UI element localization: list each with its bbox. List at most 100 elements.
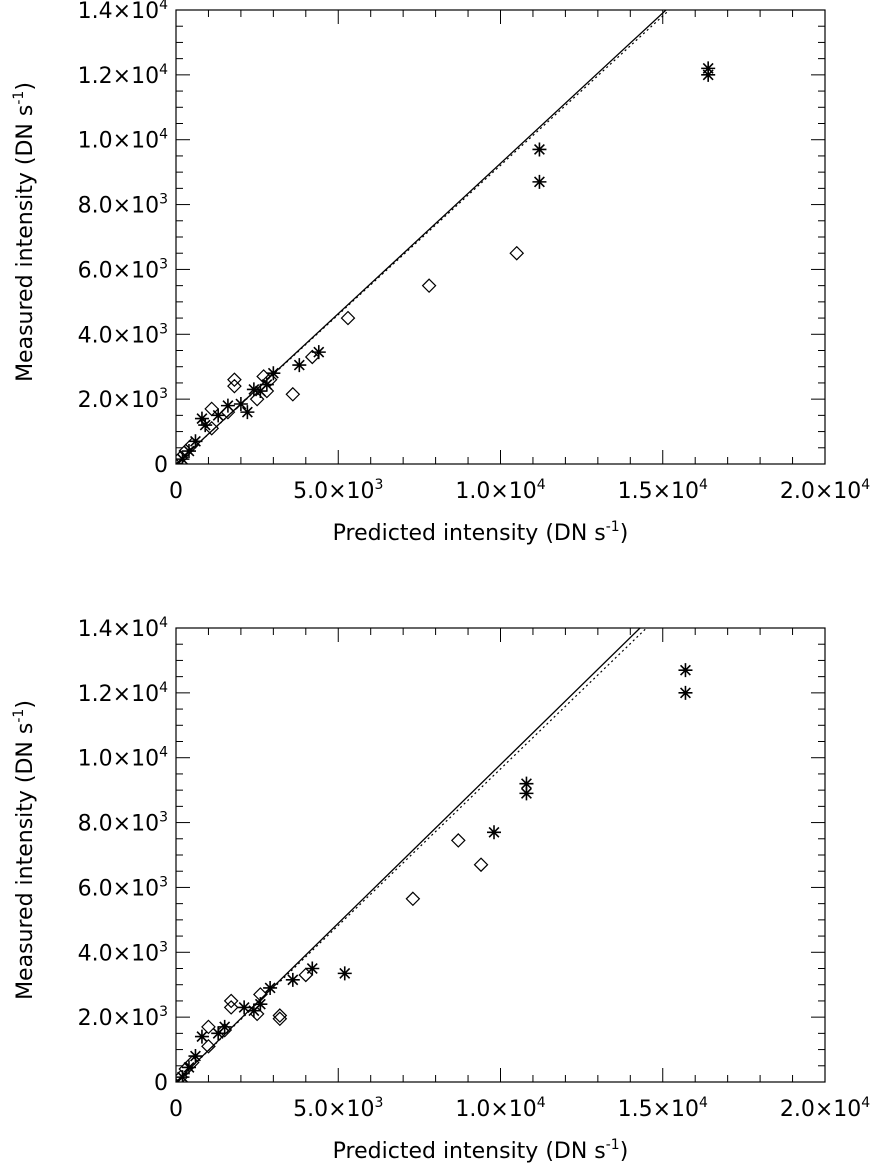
y-tick-label-sup: 3 — [159, 1004, 168, 1020]
y-tick-label-main: 1.0×10 — [78, 747, 159, 772]
asterisk-point — [519, 786, 534, 801]
reference-lines — [176, 628, 647, 1082]
y-tick-label-sup: 4 — [159, 745, 168, 761]
diamond-point — [227, 372, 242, 388]
y-tick-label-main: 0 — [154, 1071, 168, 1096]
x-tick-label-sup: 4 — [537, 1095, 546, 1111]
y-tick-label-sup: 3 — [159, 192, 168, 208]
y-tick-label: 8.0×103 — [78, 192, 168, 219]
diamond-point — [253, 987, 268, 1002]
diamond-point — [217, 1022, 233, 1038]
plot-frame — [175, 627, 826, 1083]
diamond-point — [227, 378, 242, 394]
x-tick-label-main: 0 — [169, 1097, 183, 1122]
data-points — [176, 61, 716, 464]
asterisk-point — [311, 345, 326, 360]
asterisk-point — [181, 444, 196, 459]
x-tick-label-main: 2.0×10 — [780, 479, 861, 504]
asterisk-point — [194, 411, 209, 426]
asterisk-point — [532, 142, 547, 157]
y-axis-label-suffix: ) — [13, 82, 38, 91]
y-tick-label-sup: 3 — [159, 874, 168, 890]
y-tick-label-main: 6.0×10 — [78, 258, 159, 283]
diamond-point — [405, 891, 421, 907]
diamond-point — [223, 1000, 239, 1015]
x-axis-label-sup: -1 — [606, 1137, 620, 1153]
x-tick-label-sup: 3 — [375, 477, 384, 493]
diamond-point — [223, 993, 239, 1009]
x-tick-label-main: 1.0×10 — [455, 1097, 536, 1122]
x-axis-label-main: Predicted intensity (DN s — [333, 1139, 606, 1164]
x-tick-label-sup: 4 — [699, 477, 708, 493]
diamond-point — [204, 401, 220, 417]
asterisk-point — [211, 1026, 226, 1041]
y-tick-label: 2.0×103 — [78, 386, 168, 413]
y-axis-label-suffix: ) — [13, 700, 38, 709]
x-tick-label: 1.5×104 — [618, 477, 708, 504]
asterisk-point — [217, 1019, 232, 1034]
diamond-point — [256, 369, 271, 384]
diamond-point — [262, 372, 278, 388]
y-axis-label: Measured intensity (DN s-1) — [11, 82, 38, 382]
diamond-point — [509, 245, 525, 261]
x-tick-label: 2.0×104 — [780, 477, 870, 504]
x-tick-label: 1.0×104 — [455, 477, 545, 504]
y-tick-label: 0 — [154, 453, 168, 478]
y-tick-label: 1.4×104 — [78, 615, 168, 642]
y-tick-label-sup: 3 — [159, 321, 168, 337]
y-tick-label-sup: 4 — [159, 680, 168, 696]
x-tick-label: 1.0×104 — [455, 1095, 545, 1122]
x-axis-label-suffix: ) — [620, 521, 629, 546]
asterisk-point — [701, 67, 716, 82]
x-tick-label-main: 0 — [169, 479, 183, 504]
diamond-point — [272, 1008, 288, 1023]
y-tick-label-sup: 3 — [159, 386, 168, 402]
y-tick-label-main: 1.2×10 — [78, 682, 159, 707]
diamond-point — [176, 450, 189, 464]
asterisk-point — [198, 418, 213, 433]
asterisk-point — [188, 1049, 203, 1064]
y-tick-label-main: 8.0×10 — [78, 812, 159, 837]
y-tick-label-main: 6.0×10 — [78, 876, 159, 901]
asterisk-point — [305, 961, 320, 976]
asterisk-point — [194, 1029, 209, 1044]
diamond-point — [421, 278, 437, 293]
y-tick-label-sup: 3 — [159, 256, 168, 272]
asterisk-point — [292, 358, 307, 373]
asterisk-point — [532, 174, 547, 189]
x-tick-label-main: 2.0×10 — [780, 1097, 861, 1122]
diamond-point — [285, 386, 301, 402]
x-axis-label-main: Predicted intensity (DN s — [333, 521, 606, 546]
y-tick-label: 2.0×103 — [78, 1004, 168, 1031]
y-tick-label-main: 1.2×10 — [78, 64, 159, 89]
x-tick-label-sup: 4 — [537, 477, 546, 493]
x-tick-label-sup: 4 — [861, 477, 870, 493]
y-axis-label-main: Measured intensity (DN s — [13, 105, 38, 382]
asterisk-point — [337, 966, 352, 981]
x-axis-label-suffix: ) — [620, 1139, 629, 1164]
asterisk-point — [233, 397, 248, 412]
y-tick-label-main: 1.4×10 — [78, 0, 159, 24]
diamond-point — [450, 833, 466, 848]
asterisk-point — [246, 382, 261, 397]
y-tick-label: 4.0×103 — [78, 321, 168, 348]
y-tick-label-main: 8.0×10 — [78, 194, 159, 219]
data-points — [176, 663, 693, 1082]
y-tick-label-sup: 3 — [159, 810, 168, 826]
y-tick-label: 1.0×104 — [78, 127, 168, 154]
asterisk-point — [266, 366, 281, 381]
diamond-point — [178, 443, 194, 459]
x-tick-label: 5.0×103 — [293, 477, 383, 504]
dotted-line — [176, 628, 647, 1082]
x-tick-label-main: 1.5×10 — [618, 479, 699, 504]
y-tick-label: 6.0×103 — [78, 874, 168, 901]
asterisk-point — [240, 405, 255, 420]
y-axis-label-main: Measured intensity (DN s — [13, 723, 38, 1000]
y-tick-label-sup: 4 — [159, 62, 168, 78]
y-tick-label-sup: 3 — [159, 939, 168, 955]
x-tick-label: 5.0×103 — [293, 1095, 383, 1122]
diamond-point — [259, 383, 275, 399]
diamond-point — [204, 420, 220, 436]
diamond-point — [176, 1069, 189, 1082]
asterisk-point — [285, 972, 300, 987]
